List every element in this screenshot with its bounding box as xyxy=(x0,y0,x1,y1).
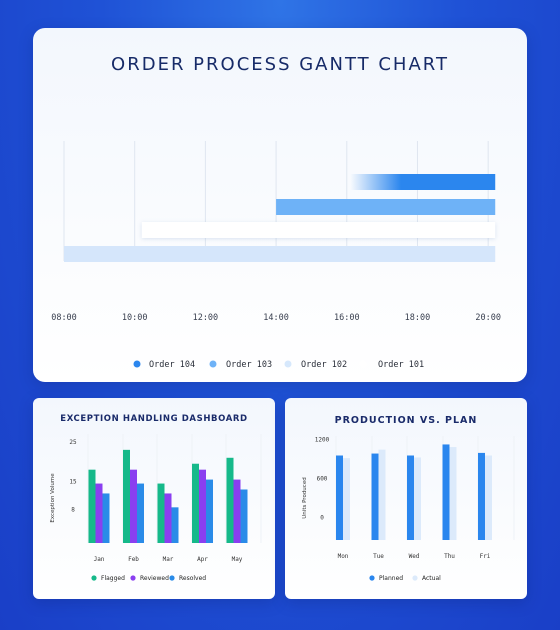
x-tick-label: Feb xyxy=(128,556,139,563)
bar-flagged-feb xyxy=(123,449,130,543)
x-tick-label: Jan xyxy=(94,556,105,563)
legend-label: Resolved xyxy=(179,575,206,582)
bar-actual-thu xyxy=(449,447,457,540)
bar-resolved-may xyxy=(240,489,248,543)
gantt-bar-order-103 xyxy=(276,199,496,215)
x-tick-label: Fri xyxy=(480,553,491,560)
bar-flagged-apr xyxy=(192,463,199,543)
bar-resolved-feb xyxy=(137,483,144,543)
bar-planned-fri xyxy=(478,452,485,540)
legend-dot-order-102 xyxy=(284,360,292,368)
y-tick-label: 15 xyxy=(69,479,77,486)
bar-reviewed-apr xyxy=(199,469,206,543)
gantt-chart-card: ORDER PROCESS GANTT CHART 08:00 10:00 12:0… xyxy=(33,28,527,382)
production-plan-title: PRODUCTION VS. PLAN xyxy=(334,415,478,426)
legend-dot-planned xyxy=(369,575,375,581)
y-tick-label: 25 xyxy=(69,439,77,446)
exception-dashboard-title: EXCEPTION HANDLING DASHBOARD xyxy=(60,414,248,424)
bar-resolved-apr xyxy=(206,479,213,543)
gantt-tick-label: 12:00 xyxy=(193,313,219,323)
y-axis-label: Units Produced xyxy=(302,477,308,518)
x-tick-label: Wed xyxy=(409,553,420,560)
legend-dot-order-103 xyxy=(209,360,217,368)
x-tick-label: Mon xyxy=(338,553,349,560)
legend-label: Actual xyxy=(422,575,441,582)
bar-actual-tue xyxy=(378,449,386,540)
bar-flagged-jan xyxy=(88,469,96,543)
legend-dot-order-101 xyxy=(359,360,367,368)
production-bar-chart: 1200 600 0 Units Produced Mon Tue Wed Thu Fri Pla… xyxy=(302,436,515,582)
gantt-tick-label: 16:00 xyxy=(334,313,360,323)
x-tick-label: May xyxy=(232,556,243,563)
legend-dot-flagged xyxy=(91,575,97,581)
legend-label: Order 101 xyxy=(378,360,424,370)
x-tick-label: Tue xyxy=(373,553,384,560)
gantt-tick-label: 20:00 xyxy=(475,313,501,323)
bar-reviewed-jan xyxy=(95,483,103,543)
gantt-bar-order-104 xyxy=(350,174,496,190)
legend-label: Order 104 xyxy=(149,360,195,370)
bar-planned-mon xyxy=(336,455,343,540)
bar-planned-tue xyxy=(371,453,379,540)
legend-dot-reviewed xyxy=(130,575,136,581)
legend-label: Flagged xyxy=(101,575,125,582)
x-tick-label: Thu xyxy=(444,553,455,560)
bar-resolved-jan xyxy=(102,493,110,543)
legend-label: Order 103 xyxy=(226,360,272,370)
x-tick-label: Mar xyxy=(163,556,174,563)
bar-reviewed-mar xyxy=(164,493,172,543)
bar-planned-wed xyxy=(407,455,414,540)
bar-reviewed-feb xyxy=(130,469,137,543)
legend-label: Reviewed xyxy=(140,575,169,582)
bar-actual-wed xyxy=(414,457,421,540)
legend-label: Planned xyxy=(379,575,403,582)
gantt-tick-label: 08:00 xyxy=(51,313,77,323)
y-tick-label: 8 xyxy=(71,506,75,513)
legend-label: Order 102 xyxy=(301,360,347,370)
legend-dot-order-104 xyxy=(133,360,141,368)
gantt-tick-label: 14:00 xyxy=(263,313,289,323)
bar-actual-fri xyxy=(485,455,492,540)
y-tick-label: 0 xyxy=(320,514,324,521)
y-tick-label: 1200 xyxy=(315,436,330,443)
gantt-tick-label: 18:00 xyxy=(405,313,431,323)
exception-bar-chart: 25 15 8 Exception Volume Jan Feb Mar Apr May Flag… xyxy=(50,434,262,582)
gantt-bar-order-102 xyxy=(141,222,496,238)
bar-planned-thu xyxy=(442,444,450,540)
exception-dashboard-card: EXCEPTION HANDLING DASHBOARD 25 15 8 Except… xyxy=(33,398,275,599)
gantt-bar-order-101 xyxy=(64,246,496,262)
y-axis-label: Exception Volume xyxy=(50,473,56,523)
bar-flagged-mar xyxy=(157,483,165,543)
gantt-chart: 08:00 10:00 12:00 14:00 16:00 18:00 20:00 Order… xyxy=(51,141,501,370)
production-plan-card: PRODUCTION VS. PLAN 1200 600 0 Units Produc… xyxy=(285,398,527,599)
x-tick-label: Apr xyxy=(197,556,208,563)
bar-resolved-mar xyxy=(171,507,179,543)
gantt-chart-title: ORDER PROCESS GANTT CHART xyxy=(111,54,449,75)
legend-dot-actual xyxy=(412,575,418,581)
bar-flagged-may xyxy=(226,457,234,543)
bar-actual-mon xyxy=(343,458,350,540)
y-tick-label: 600 xyxy=(317,475,328,482)
bar-reviewed-may xyxy=(233,479,241,543)
legend-dot-resolved xyxy=(169,575,175,581)
gantt-tick-label: 10:00 xyxy=(122,313,148,323)
